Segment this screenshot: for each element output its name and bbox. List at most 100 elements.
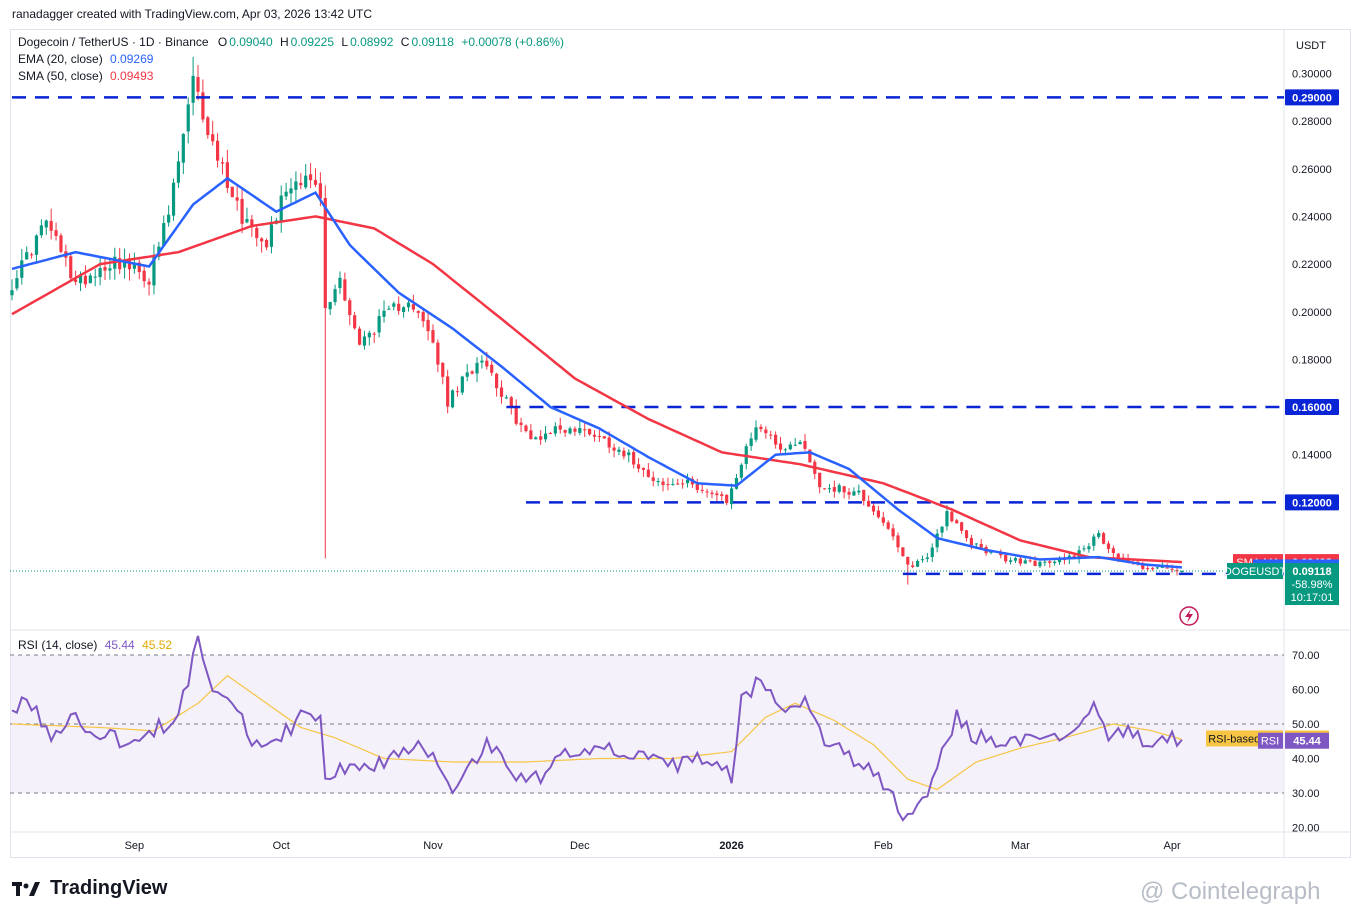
- candle-body: [930, 547, 934, 558]
- candle-body: [646, 469, 650, 477]
- rsi-label: RSI (14, close): [18, 638, 98, 652]
- candle-body: [867, 500, 871, 507]
- candle-body: [632, 451, 636, 465]
- candle-body: [402, 307, 406, 312]
- candle-body: [685, 479, 690, 484]
- candle-body: [98, 268, 102, 278]
- low-value: 0.08992: [350, 35, 394, 49]
- candle-body: [1170, 568, 1174, 570]
- candle-body: [509, 397, 513, 408]
- time-tick-label-1: Oct: [273, 840, 290, 852]
- rsi-band: [10, 655, 1284, 793]
- rsi-value-tag: [1285, 732, 1329, 749]
- candle-body: [1106, 543, 1111, 549]
- candle-body: [676, 483, 680, 485]
- candle-body: [734, 478, 739, 489]
- candle-body: [553, 426, 557, 434]
- candle-body: [122, 260, 127, 268]
- candle-body: [392, 303, 396, 307]
- candle-body: [808, 449, 812, 463]
- candle-body: [974, 543, 978, 545]
- candle-body: [162, 223, 166, 246]
- candle-body: [504, 397, 508, 399]
- rsi-legend: RSI (14, close) 45.44 45.52: [18, 638, 172, 652]
- candle-body: [778, 443, 783, 450]
- candle-body: [641, 467, 646, 470]
- price-tick-label-4: 0.22000: [1292, 259, 1332, 271]
- candle-body: [920, 559, 925, 561]
- candle-body: [901, 547, 905, 556]
- candle-body: [627, 452, 631, 456]
- candle-body: [78, 274, 83, 284]
- cointelegraph-watermark: @ Cointelegraph: [1140, 878, 1321, 905]
- total-change-label: -58.98%: [1292, 579, 1333, 591]
- candle-body: [206, 117, 210, 136]
- candle-body: [1155, 567, 1160, 569]
- candle-body: [323, 198, 327, 309]
- candle-body: [367, 332, 371, 338]
- change-value: +0.00078 (+0.86%): [461, 35, 565, 49]
- candle-body: [470, 371, 474, 374]
- candle-body: [636, 464, 641, 469]
- candle-body: [935, 533, 939, 548]
- time-tick-label-3: Dec: [570, 840, 590, 852]
- candle-body: [176, 161, 181, 183]
- candle-body: [543, 433, 548, 440]
- candle-body: [539, 436, 543, 440]
- price-tick-label-6: 0.18000: [1292, 354, 1332, 366]
- candle-body: [754, 427, 758, 440]
- candle-body: [896, 535, 900, 548]
- level-tag-1: [1285, 399, 1339, 416]
- chart-credit: ranadagger created with TradingView.com,…: [12, 7, 372, 21]
- candle-body: [69, 256, 73, 279]
- candle-body: [15, 278, 19, 289]
- candle-body: [964, 530, 969, 538]
- close-value: 0.09118: [411, 35, 454, 49]
- candle-body: [142, 270, 146, 282]
- candle-body: [93, 276, 97, 278]
- candle-body: [235, 197, 239, 201]
- candle-body: [260, 238, 264, 242]
- candle-body: [681, 483, 685, 485]
- candle-body: [1053, 561, 1057, 564]
- candle-body: [137, 262, 141, 273]
- candle-body: [842, 486, 846, 493]
- candle-body: [245, 219, 249, 223]
- time-tick-label-6: Mar: [1011, 840, 1030, 852]
- ema-20-line: [11, 176, 1183, 569]
- candle-body: [181, 133, 185, 163]
- rsi-tick-label-5: 20.00: [1292, 823, 1320, 835]
- candle-body: [357, 328, 362, 345]
- candle-body: [455, 391, 460, 393]
- candle-body: [1180, 571, 1184, 573]
- close-label: C: [400, 35, 410, 49]
- ema-label: EMA (20, close): [18, 52, 103, 66]
- candle-body: [705, 491, 709, 493]
- candle-body: [548, 432, 553, 434]
- candle-body: [132, 263, 136, 269]
- candle-body: [446, 376, 450, 407]
- lightning-alert-icon: [1179, 606, 1199, 626]
- time-tick-label-5: Feb: [874, 840, 893, 852]
- candle-body: [450, 390, 455, 408]
- candle-body: [612, 447, 616, 451]
- symbol-title: Dogecoin / TetherUS · 1D · Binance: [18, 35, 209, 49]
- candle-body: [103, 267, 107, 271]
- candle-body: [617, 449, 621, 452]
- candle-body: [729, 488, 734, 505]
- symbol-name-label: DOGEUSDT: [1224, 566, 1287, 578]
- candle-body: [818, 472, 822, 488]
- rsi-tick-label-1: 60.00: [1292, 685, 1320, 697]
- candle-body: [1097, 533, 1101, 537]
- candle-body: [720, 494, 724, 496]
- candle-body: [1146, 568, 1150, 570]
- candle-body: [480, 360, 484, 363]
- candle-body: [294, 181, 298, 190]
- open-value: 0.09040: [229, 35, 273, 49]
- candle-body: [803, 440, 807, 449]
- candle-body: [250, 219, 254, 228]
- candle-body: [211, 134, 215, 142]
- sma-value: 0.09493: [110, 69, 154, 83]
- candle-body: [289, 188, 293, 194]
